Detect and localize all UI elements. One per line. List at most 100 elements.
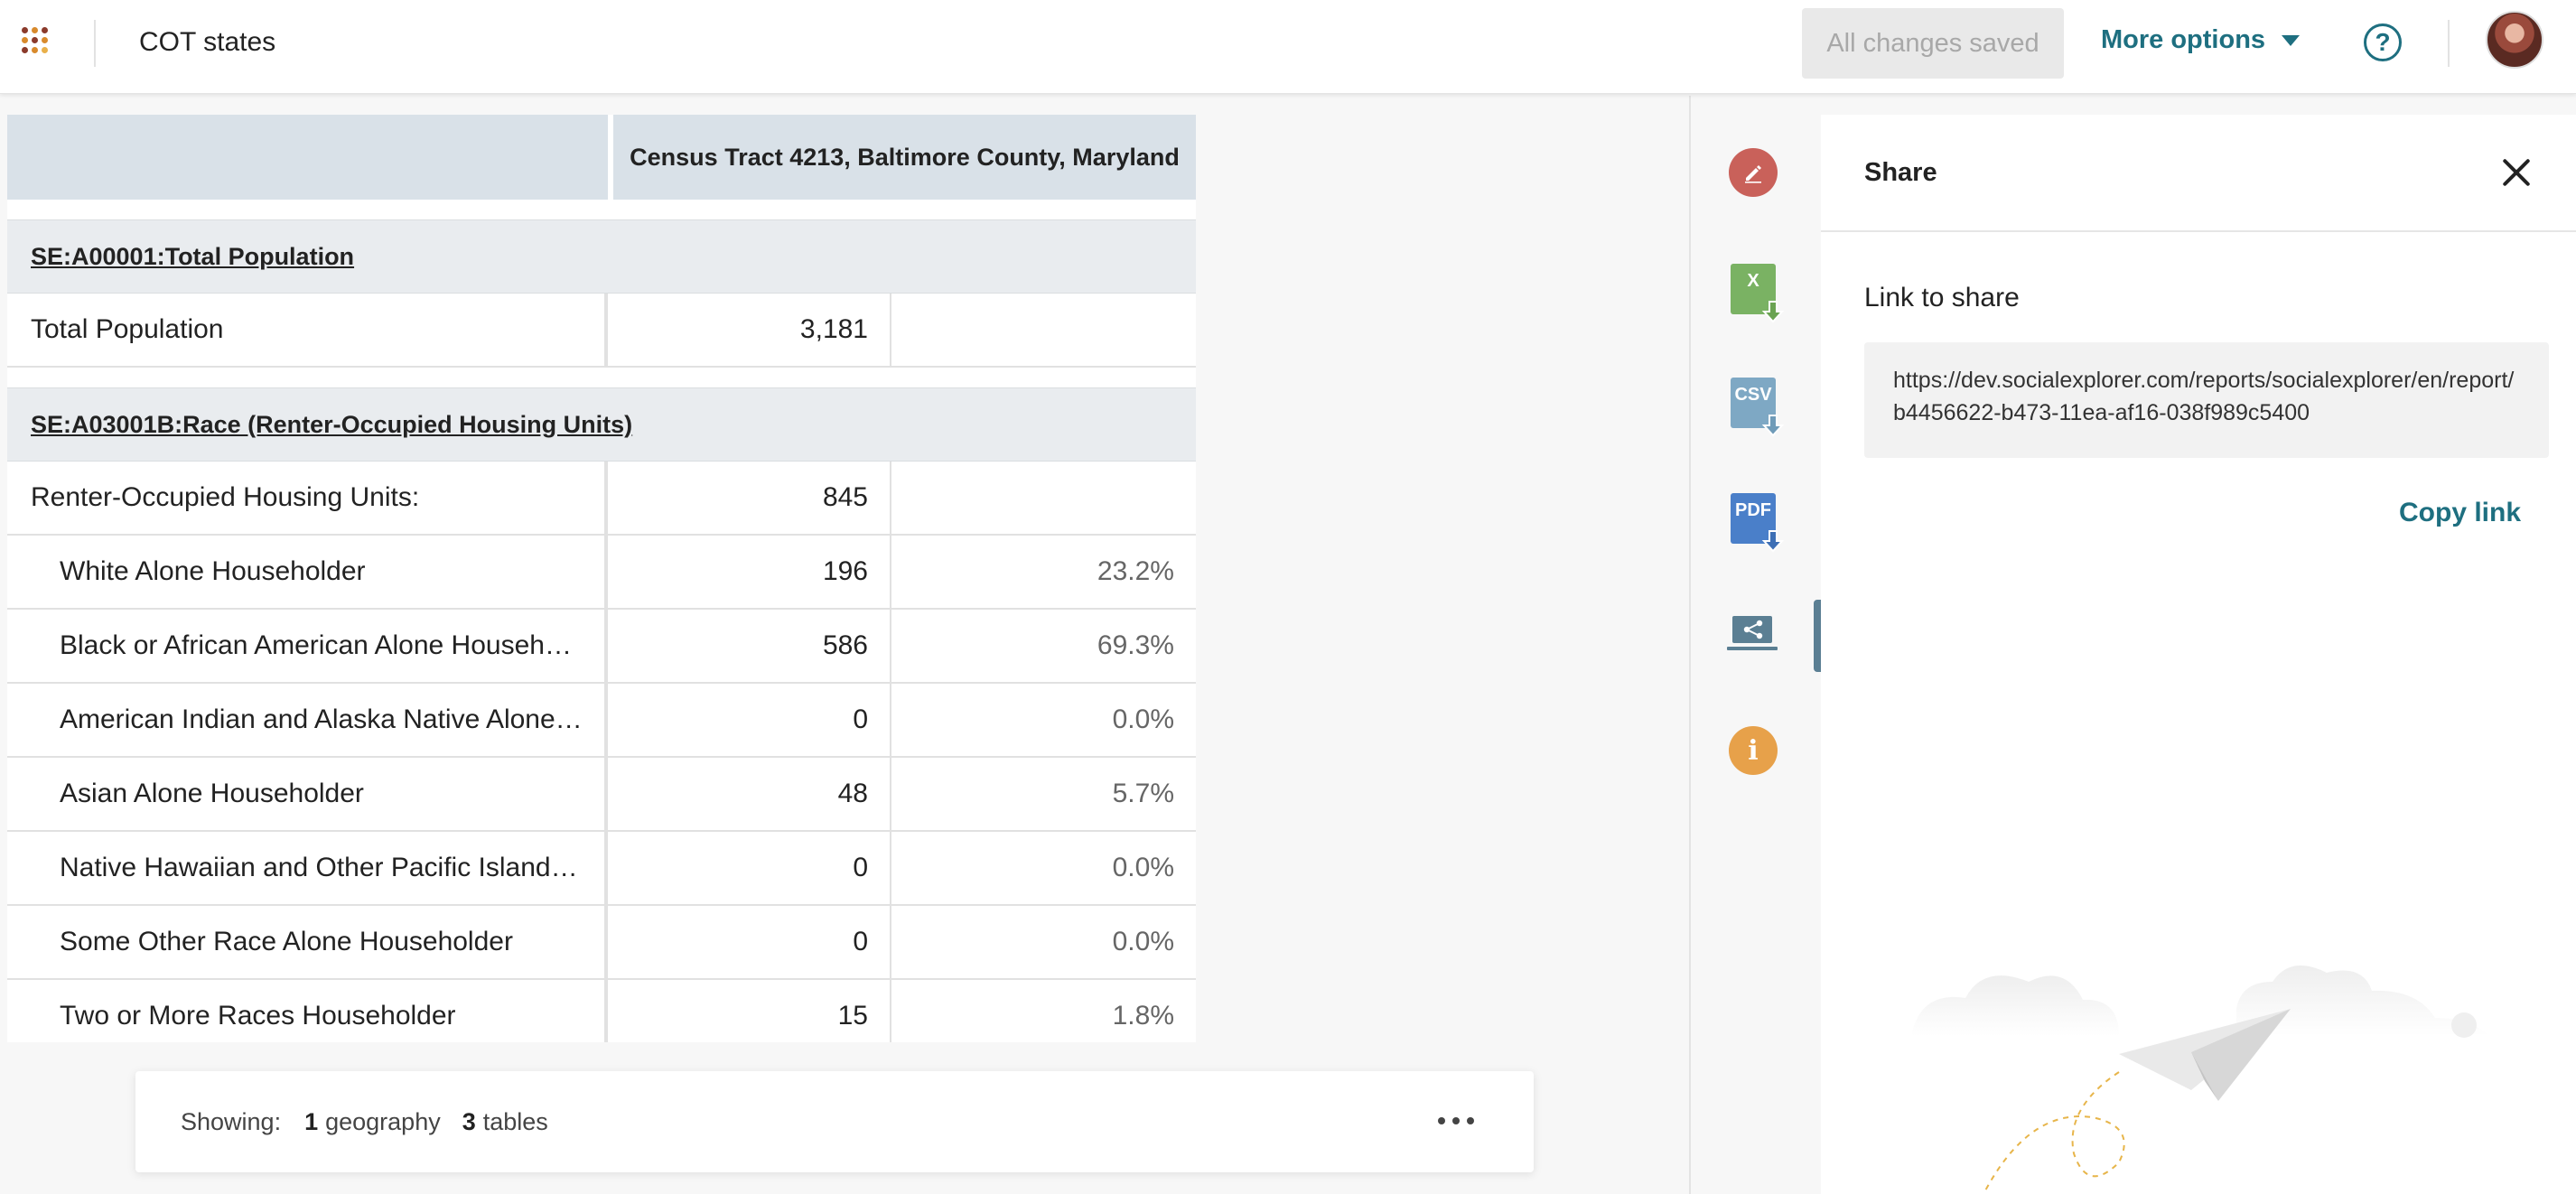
row-value: 196 xyxy=(611,536,891,608)
row-label: Asian Alone Householder xyxy=(7,758,608,830)
geography-count-number: 1 xyxy=(304,1107,319,1135)
row-label: Renter-Occupied Housing Units: xyxy=(7,462,608,534)
row-spacer xyxy=(7,368,1196,387)
more-options-label: More options xyxy=(2101,25,2266,54)
section-header[interactable]: SE:A00001:Total Population xyxy=(7,219,1196,294)
export-pdf-icon[interactable]: PDF xyxy=(1731,493,1785,553)
column-divider xyxy=(608,115,613,200)
table-row: Two or More Races Householder 15 1.8% xyxy=(7,980,1196,1042)
download-arrow-icon xyxy=(1761,415,1785,437)
row-value: 0 xyxy=(611,906,891,978)
table-row: Native Hawaiian and Other Pacific Island… xyxy=(7,832,1196,906)
app-grid-dot xyxy=(42,47,48,53)
share-link-field[interactable]: https://dev.socialexplorer.com/reports/s… xyxy=(1864,342,2549,458)
row-label-text: Asian Alone Householder xyxy=(60,779,364,808)
download-arrow-icon xyxy=(1761,530,1785,553)
row-label-text: Some Other Race Alone Householder xyxy=(60,927,513,956)
row-percent: 0.0% xyxy=(1112,853,1174,882)
geography-column-header[interactable]: Census Tract 4213, Baltimore County, Mar… xyxy=(630,143,1180,171)
table-row: Some Other Race Alone Householder 0 0.0% xyxy=(7,906,1196,980)
link-to-share-label: Link to share xyxy=(1864,283,2020,312)
table-row: Asian Alone Householder 48 5.7% xyxy=(7,758,1196,832)
row-value: 845 xyxy=(611,462,891,534)
row-percent xyxy=(891,294,1196,366)
row-label: Native Hawaiian and Other Pacific Island… xyxy=(7,832,608,904)
table-row: Black or African American Alone Househol… xyxy=(7,610,1196,684)
excel-label: X xyxy=(1747,271,1759,291)
row-percent: 23.2% xyxy=(1097,556,1174,586)
pdf-label: PDF xyxy=(1735,500,1771,520)
row-percent: 0.0% xyxy=(1112,927,1174,956)
row-percent xyxy=(891,462,1196,534)
row-label: Some Other Race Alone Householder xyxy=(7,906,608,978)
geography-count[interactable]: 1 geography xyxy=(304,1108,441,1136)
row-percent: 1.8% xyxy=(1112,1001,1174,1031)
row-label-text: Black or African American Alone Househol… xyxy=(60,630,583,660)
section-header[interactable]: SE:A03001B:Race (Renter-Occupied Housing… xyxy=(7,387,1196,462)
row-value: 0 xyxy=(611,832,891,904)
copy-link-button[interactable]: Copy link xyxy=(2399,498,2522,527)
share-laptop-icon[interactable] xyxy=(1727,614,1778,654)
row-percent: 0.0% xyxy=(1112,704,1174,734)
share-panel-title: Share xyxy=(1864,158,1937,187)
header-divider xyxy=(2448,20,2450,67)
row-label-text: Native Hawaiian and Other Pacific Island… xyxy=(60,853,583,882)
row-spacer xyxy=(7,200,1196,219)
export-csv-icon[interactable]: CSV xyxy=(1731,378,1785,437)
close-icon[interactable] xyxy=(2500,156,2533,189)
dot xyxy=(1438,1117,1445,1124)
tables-count-number: 3 xyxy=(462,1107,476,1135)
app-grid-dot xyxy=(22,47,28,53)
showing-label: Showing: xyxy=(181,1107,282,1135)
row-label: American Indian and Alaska Native Alone … xyxy=(7,684,608,756)
download-arrow-icon xyxy=(1761,301,1785,323)
app-grid-dot xyxy=(42,37,48,43)
info-icon[interactable]: i xyxy=(1729,726,1778,775)
table-row: White Alone Householder 196 23.2% xyxy=(7,536,1196,610)
tables-count[interactable]: 3 tables xyxy=(462,1108,548,1136)
more-options-dropdown[interactable]: More options xyxy=(2101,25,2301,55)
app-grid-dot xyxy=(32,37,38,43)
row-label: Total Population xyxy=(7,294,608,366)
rail-divider xyxy=(1689,96,1691,1194)
row-value: 586 xyxy=(611,610,891,682)
row-label: Two or More Races Householder xyxy=(7,980,608,1042)
edit-icon[interactable] xyxy=(1729,148,1778,197)
row-percent: 69.3% xyxy=(1097,630,1174,660)
pencil-icon xyxy=(1745,165,1761,183)
row-percent: 5.7% xyxy=(1112,779,1174,808)
top-header: COT states All changes saved More option… xyxy=(0,0,2576,94)
saved-status-button[interactable]: All changes saved xyxy=(1802,8,2064,79)
paper-plane-icon xyxy=(2119,1009,2291,1101)
row-value: 15 xyxy=(611,980,891,1042)
report-table: Census Tract 4213, Baltimore County, Mar… xyxy=(7,115,1196,1042)
section-title-link[interactable]: SE:A03001B:Race (Renter-Occupied Housing… xyxy=(31,410,633,438)
app-grid-dot xyxy=(32,27,38,33)
active-tab-indicator xyxy=(1814,600,1821,672)
dashed-trail xyxy=(1983,1071,2125,1194)
share-panel-header: Share xyxy=(1821,115,2576,232)
row-value: 48 xyxy=(611,758,891,830)
table-row: Total Population 3,181 xyxy=(7,294,1196,368)
row-label-text: American Indian and Alaska Native Alone … xyxy=(60,704,583,734)
help-icon[interactable]: ? xyxy=(2364,23,2402,61)
row-label-text: Two or More Races Householder xyxy=(60,1001,456,1031)
section-title-link[interactable]: SE:A00001:Total Population xyxy=(31,242,355,270)
user-avatar[interactable] xyxy=(2486,11,2543,69)
dot xyxy=(1452,1117,1460,1124)
selection-summary-bar: Showing: 1 geography 3 tables xyxy=(135,1071,1534,1172)
export-excel-icon[interactable]: X xyxy=(1731,264,1785,323)
row-value: 0 xyxy=(611,684,891,756)
geography-count-word: geography xyxy=(325,1107,441,1135)
paper-plane-illustration xyxy=(1911,965,2489,1194)
tables-count-word: tables xyxy=(482,1107,548,1135)
app-grid-dot xyxy=(22,37,28,43)
row-label-text: White Alone Householder xyxy=(60,556,366,586)
row-label-text: Renter-Occupied Housing Units: xyxy=(31,482,420,512)
app-grid-icon[interactable] xyxy=(22,27,51,56)
report-title[interactable]: COT states xyxy=(139,27,276,57)
table-header: Census Tract 4213, Baltimore County, Mar… xyxy=(7,115,1196,200)
cloud-shape xyxy=(1911,965,2489,1038)
more-actions-icon[interactable] xyxy=(1438,1107,1474,1134)
row-value: 3,181 xyxy=(611,294,891,366)
